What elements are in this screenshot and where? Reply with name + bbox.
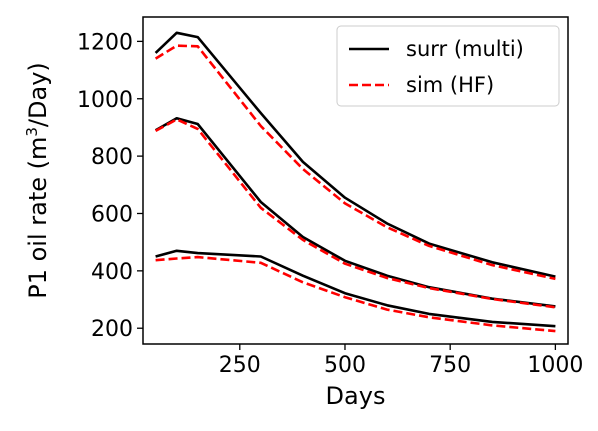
legend-label-sim: sim (HF) [406, 73, 494, 97]
y-axis-label-superscript: 3 [23, 127, 41, 137]
series-line-1 [154, 44, 556, 281]
series-layer [154, 31, 556, 333]
legend-box [336, 25, 560, 107]
y-tick-label: 800 [91, 145, 133, 170]
series-line-0 [154, 31, 556, 278]
x-tick-label: 1000 [527, 353, 583, 378]
y-axis: 200 400 600 800 1000 1200 [77, 30, 143, 342]
y-axis-label: P1 oil rate (m3/Day) [23, 62, 52, 299]
x-tick-label: 250 [219, 353, 261, 378]
series-line-5 [155, 255, 556, 333]
y-tick-label: 600 [91, 202, 133, 227]
series-line-4 [155, 249, 556, 328]
legend: surr (multi) sim (HF) [336, 25, 560, 107]
legend-label-surr: surr (multi) [406, 37, 524, 61]
series-line-3 [154, 118, 556, 309]
x-axis-label: Days [326, 382, 386, 410]
y-tick-label: 400 [91, 260, 133, 285]
y-tick-label: 200 [91, 317, 133, 342]
y-axis-label-suffix: /Day) [24, 62, 52, 127]
x-tick-label: 750 [429, 353, 471, 378]
x-tick-label: 500 [324, 353, 366, 378]
x-axis: 250 500 750 1000 [219, 344, 583, 378]
plot-frame [142, 16, 569, 345]
y-axis-label-prefix: P1 oil rate (m [24, 137, 52, 299]
series-line-2 [154, 117, 556, 308]
y-tick-label: 1000 [77, 88, 133, 113]
y-tick-label: 1200 [77, 30, 133, 55]
